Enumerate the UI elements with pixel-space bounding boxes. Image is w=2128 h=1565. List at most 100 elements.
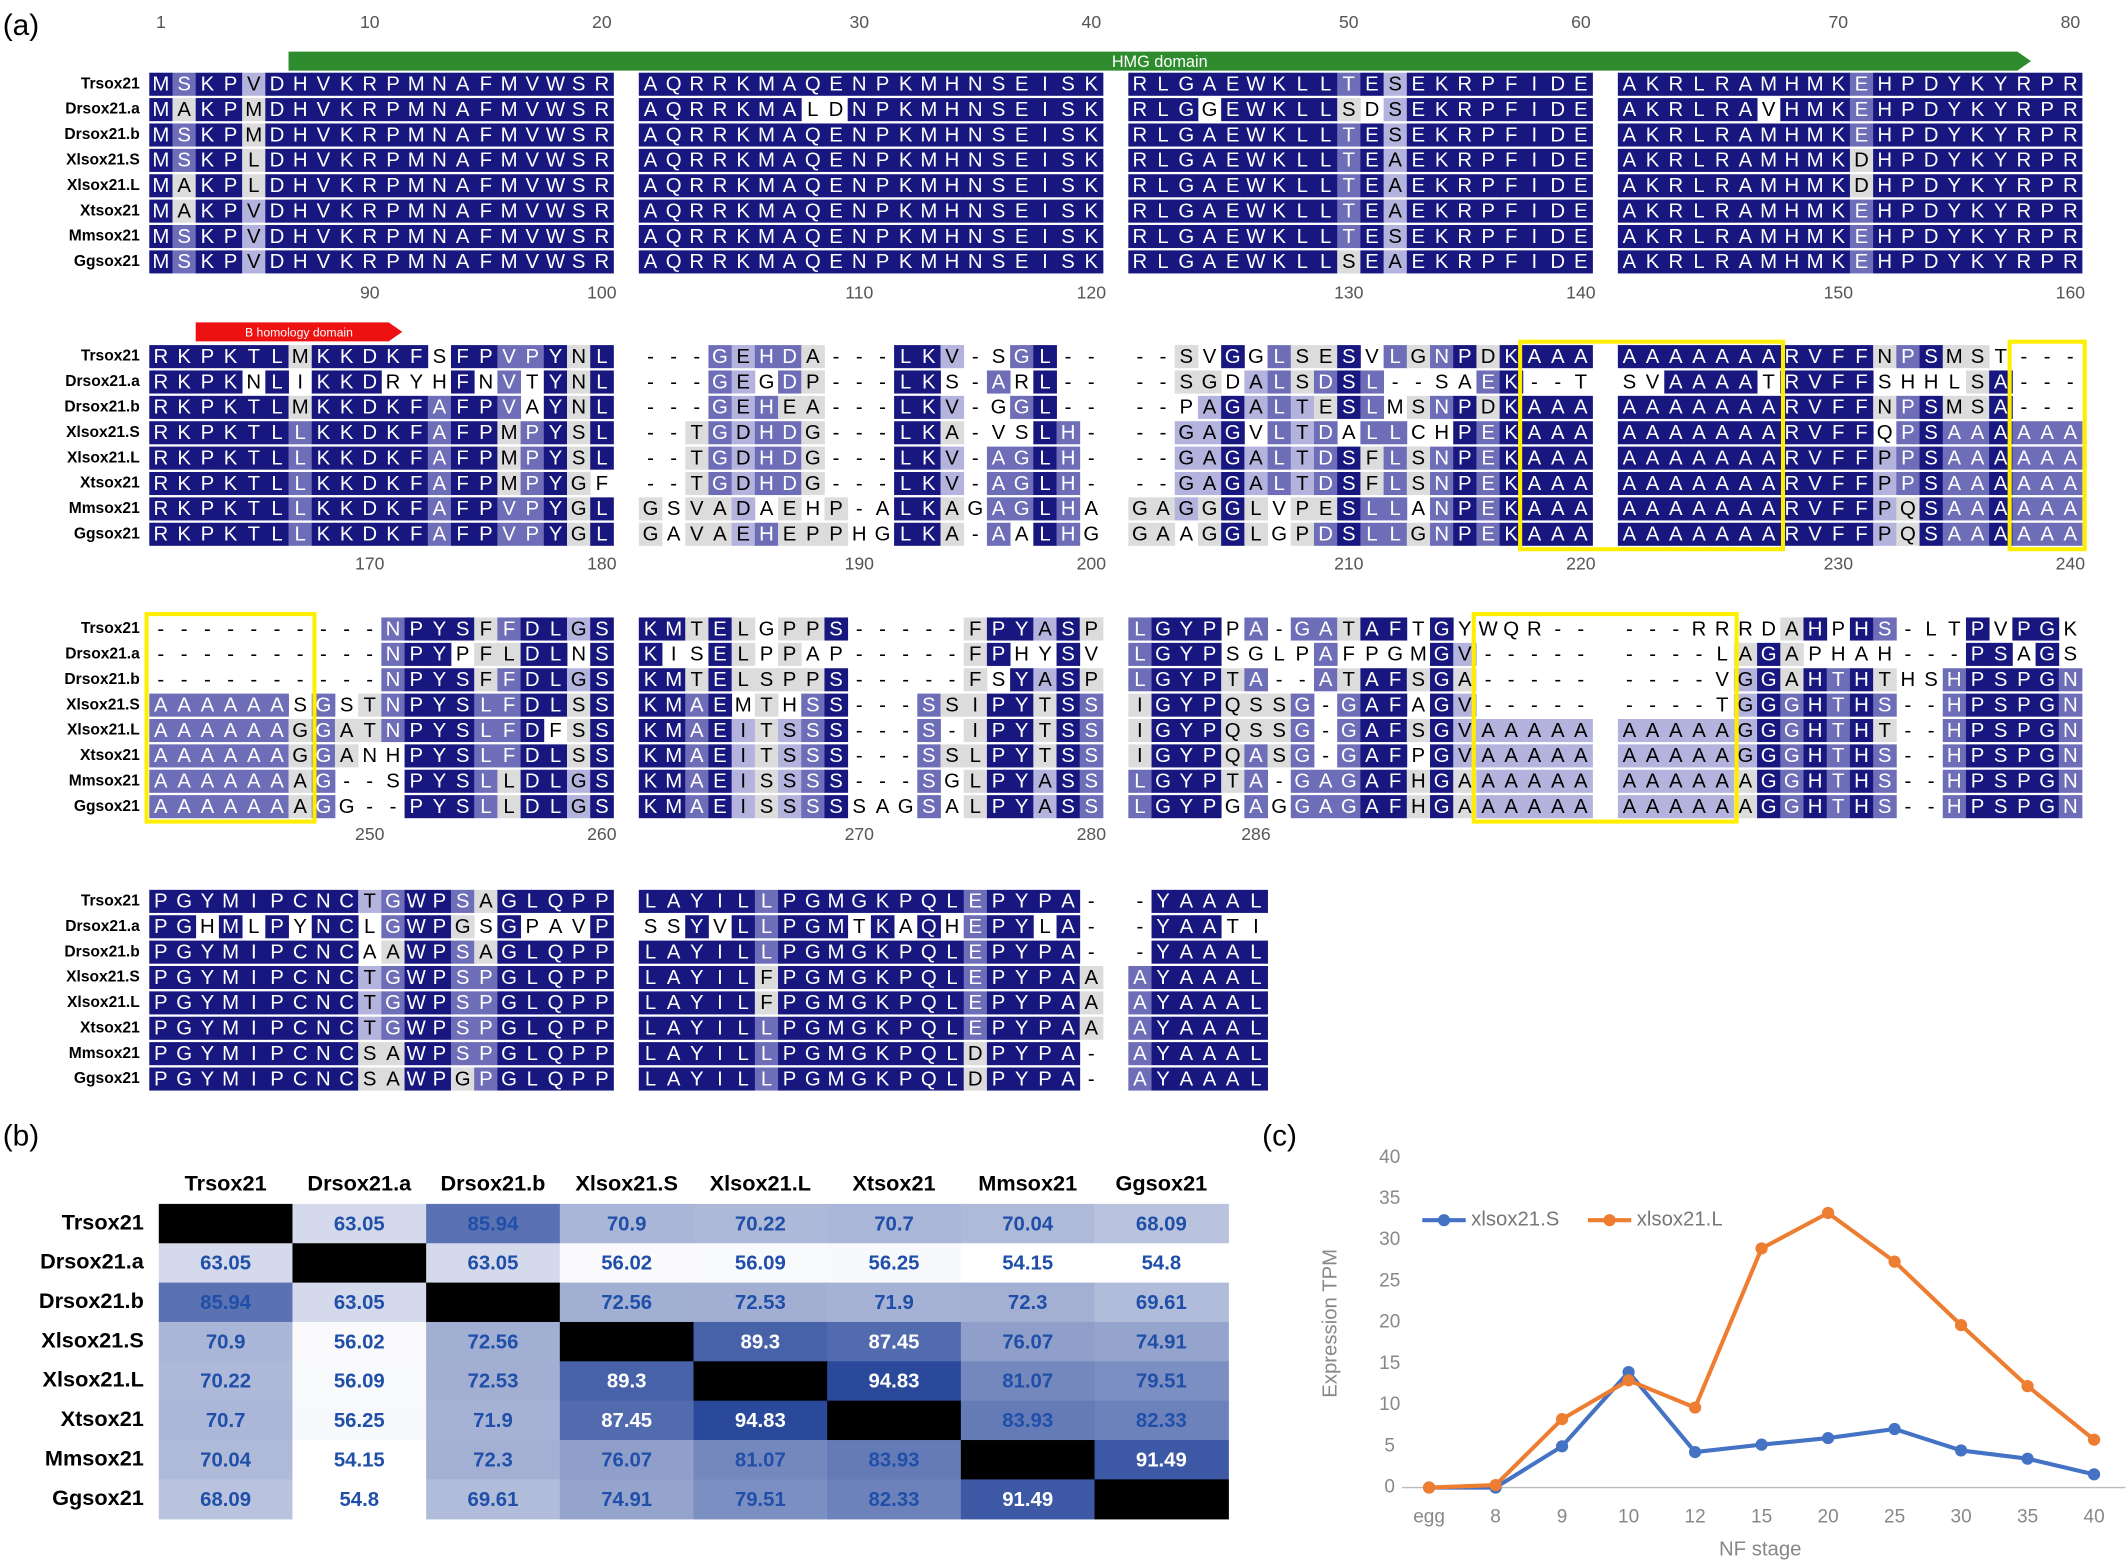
residue-shade [1942,446,1967,470]
sequence-name: Drsox21.a [65,646,140,663]
residue: G [1761,644,1777,666]
residue: G [501,967,517,989]
residue: A [1156,524,1170,546]
residue: L [1389,422,1400,444]
residue-shade [1430,446,1454,470]
residue: - [157,619,164,641]
residue-shade [567,148,591,172]
residue-shade [567,123,591,147]
residue: E [829,252,843,274]
residue-shade [1221,199,1245,223]
residue-shade [638,123,663,147]
residue-shade [1803,199,1828,223]
residue: H [945,175,960,197]
residue-shade [1010,250,1034,274]
residue: A [1038,796,1052,818]
residue: P [479,448,493,470]
residue-shade [567,199,591,223]
residue-shade [1267,250,1292,274]
residue: A [760,499,774,521]
residue: E [829,175,843,197]
residue: P [1203,720,1217,742]
residue: E [968,1018,982,1040]
residue: S [363,1043,377,1065]
residue: S [572,201,586,223]
residue-shade [520,72,545,96]
residue: K [1971,252,1985,274]
residue-shade [1896,446,1920,470]
residue-shade [1244,123,1268,147]
residue: G [501,993,517,1015]
residue: F [456,473,468,495]
residue-shade [1641,174,1665,198]
residue: E [1015,252,1029,274]
residue: - [949,619,956,641]
residue: T [1948,619,1960,641]
residue: Q [1225,746,1241,768]
residue: G [1738,695,1754,717]
residue: A [1739,372,1753,394]
residue: G [571,796,587,818]
residue: A [1739,252,1753,274]
residue: M [665,796,682,818]
panel-label: (a) [3,9,39,42]
residue: F [1389,619,1401,641]
residue: P [1038,942,1052,964]
residue: R [2017,74,2032,96]
residue-shade [1641,471,1665,496]
residue: G [1178,150,1194,172]
residue: W [407,1043,427,1065]
residue: K [317,499,331,521]
residue-shade [1965,98,1990,122]
residue-shade [358,497,382,521]
residue: P [386,226,400,248]
residue-shade [1267,446,1292,470]
residue: G [1387,644,1403,666]
residue-shade [1546,446,1570,470]
residue-shade [474,250,498,274]
residue: D [362,346,377,368]
residue: A [1692,372,1706,394]
residue-shade [474,123,498,147]
residue-shade [1499,345,1524,369]
residue-shade [1803,471,1828,496]
residue-shade [1056,148,1081,172]
residue: L [1039,473,1050,495]
residue: Y [549,346,563,368]
residue: A [783,74,797,96]
residue: - [1577,619,1584,641]
x-tick-label: 20 [1818,1506,1839,1527]
residue: Y [690,967,704,989]
residue: A [876,796,890,818]
residue: A [1623,796,1637,818]
residue: D [1924,252,1939,274]
residue: R [1457,226,1472,248]
residue: Y [1179,669,1193,691]
residue: - [856,644,863,666]
residue: H [386,746,401,768]
residue: A [1551,473,1565,495]
residue-shade [358,174,382,198]
residue: P [1901,346,1915,368]
residue: N [432,175,447,197]
residue: L [738,1069,749,1091]
residue: A [1038,619,1052,641]
residue-shade [1476,199,1501,223]
residue: - [949,720,956,742]
residue: P [783,942,797,964]
cell-value: 91.49 [1136,1449,1187,1471]
residue-shade [708,123,733,147]
residue: L [1366,499,1377,521]
residue: N [316,916,331,938]
residue-shade [1664,199,1688,223]
residue-shade [801,250,825,274]
residue-shade [963,250,988,274]
residue-shade [288,522,313,546]
residue: T [1832,695,1844,717]
residue: G [1434,669,1450,691]
residue: L [1039,916,1050,938]
residue-shade [1197,148,1222,172]
residue: D [782,422,797,444]
residue-shade [1664,174,1688,198]
